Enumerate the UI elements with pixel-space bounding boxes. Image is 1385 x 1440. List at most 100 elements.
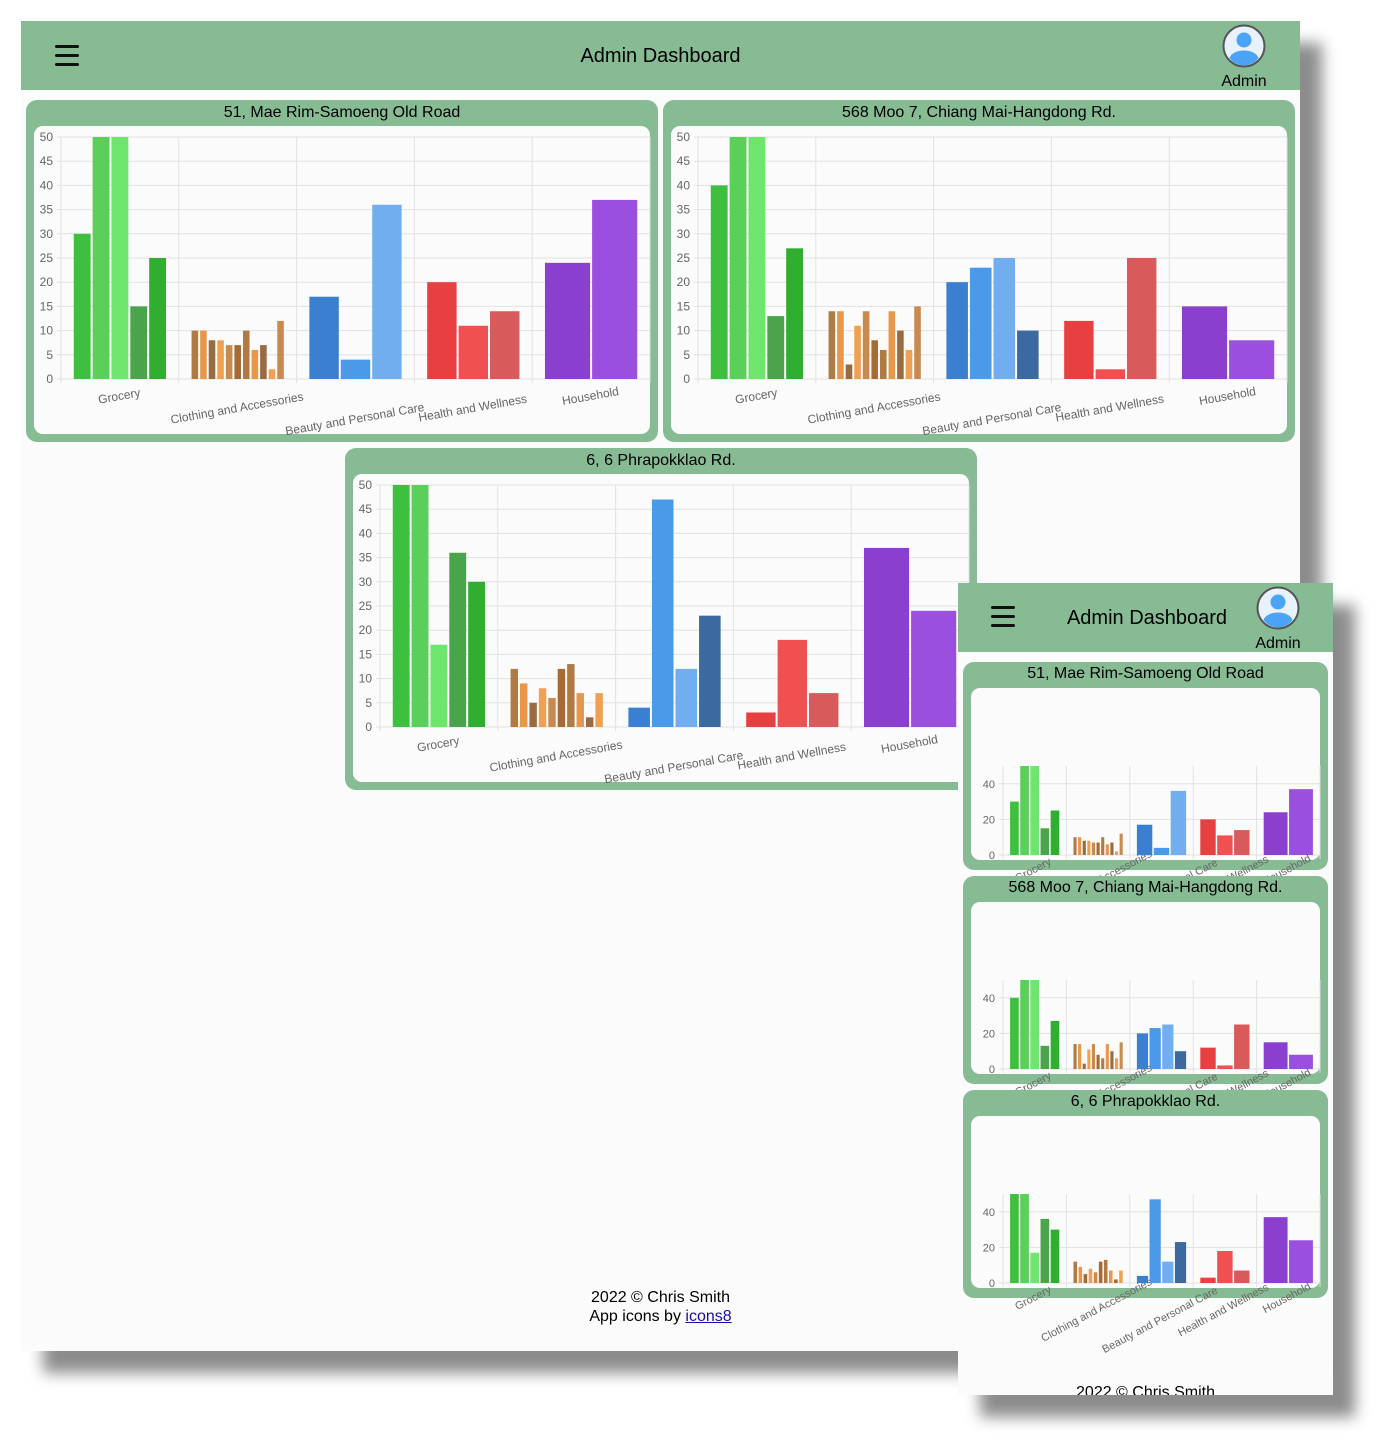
user-menu[interactable]: Admin [1248,586,1308,653]
bar[interactable] [809,693,839,727]
bar[interactable] [1174,1051,1187,1069]
bar[interactable] [1200,1277,1216,1283]
bar[interactable] [1073,1044,1077,1069]
bar[interactable] [372,204,402,379]
bar[interactable] [585,717,594,727]
bar[interactable] [1263,1217,1288,1283]
bar[interactable] [1101,837,1105,855]
bar[interactable] [914,306,921,379]
bar[interactable] [1234,1024,1250,1070]
bar[interactable] [1010,997,1019,1069]
bar[interactable] [879,349,887,379]
bar[interactable] [130,306,148,379]
bar[interactable] [1217,1250,1233,1283]
hamburger-menu-icon[interactable] [55,45,79,72]
bar[interactable] [1050,1020,1060,1069]
bar[interactable] [277,320,284,379]
bar[interactable] [1073,1261,1078,1283]
icons8-link[interactable]: icons8 [685,1308,732,1325]
bar[interactable] [544,262,591,379]
bar[interactable] [767,316,785,379]
bar[interactable] [828,311,836,379]
bar[interactable] [1170,790,1187,855]
bar[interactable] [905,349,913,379]
bar[interactable] [1110,842,1114,855]
bar[interactable] [1064,320,1094,379]
bar[interactable] [576,693,584,727]
bar[interactable] [1289,1240,1313,1283]
bar[interactable] [1098,1261,1103,1283]
bar[interactable] [786,248,804,379]
bar[interactable] [1083,1274,1088,1283]
bar[interactable] [92,137,110,379]
bar[interactable] [1040,1045,1050,1069]
bar[interactable] [699,615,721,727]
bar[interactable] [595,693,603,727]
bar[interactable] [1136,1033,1149,1069]
bar[interactable] [1162,1261,1174,1283]
bar[interactable] [863,547,910,727]
bar[interactable] [1078,1044,1082,1069]
bar[interactable] [854,325,861,379]
bar[interactable] [946,282,968,379]
bar[interactable] [1234,830,1250,855]
bar[interactable] [871,340,878,379]
bar[interactable] [1087,840,1091,855]
bar[interactable] [1174,1242,1187,1283]
bar[interactable] [1119,833,1123,855]
bar[interactable] [490,311,520,379]
bar[interactable] [208,340,216,379]
bar[interactable] [1073,837,1077,855]
bar[interactable] [1200,1047,1216,1069]
bar[interactable] [1127,258,1157,379]
bar[interactable] [225,345,233,379]
bar[interactable] [1289,789,1313,855]
bar[interactable] [1078,1266,1083,1283]
bar[interactable] [1200,819,1216,855]
bar[interactable] [1162,1024,1174,1070]
bar[interactable] [1096,1054,1100,1069]
bar[interactable] [845,364,853,379]
bar[interactable] [1153,847,1170,855]
bar[interactable] [748,137,766,379]
bar[interactable] [427,282,457,379]
bar[interactable] [1105,844,1109,855]
bar[interactable] [888,311,896,379]
bar[interactable] [191,330,199,379]
bar[interactable] [1096,842,1100,855]
bar[interactable] [729,137,747,379]
bar[interactable] [392,485,410,727]
bar[interactable] [1020,1194,1029,1283]
bar[interactable] [149,258,167,379]
bar[interactable] [268,369,276,379]
bar[interactable] [111,137,129,379]
bar[interactable] [510,668,519,727]
bar[interactable] [993,258,1016,379]
bar[interactable] [862,311,870,379]
bar[interactable] [548,697,556,727]
bar[interactable] [1181,306,1228,379]
bar[interactable] [520,683,528,727]
bar[interactable] [1082,840,1086,855]
bar[interactable] [1030,1252,1040,1283]
bar[interactable] [1093,1272,1098,1283]
bar[interactable] [1017,330,1039,379]
bar[interactable] [468,581,486,727]
bar[interactable] [746,712,776,727]
bar[interactable] [837,311,844,379]
bar[interactable] [260,345,267,379]
bar[interactable] [1119,1042,1123,1069]
bar[interactable] [969,267,992,379]
bar[interactable] [1149,1199,1161,1283]
bar[interactable] [1136,824,1153,855]
bar[interactable] [1114,1279,1118,1283]
bar[interactable] [340,359,371,379]
bar[interactable] [538,688,547,727]
bar[interactable] [1020,766,1029,855]
bar[interactable] [651,499,674,727]
bar[interactable] [592,199,638,379]
bar[interactable] [1020,980,1029,1069]
bar[interactable] [1101,1058,1105,1069]
bar[interactable] [1010,1194,1019,1283]
bar[interactable] [1114,1058,1119,1069]
